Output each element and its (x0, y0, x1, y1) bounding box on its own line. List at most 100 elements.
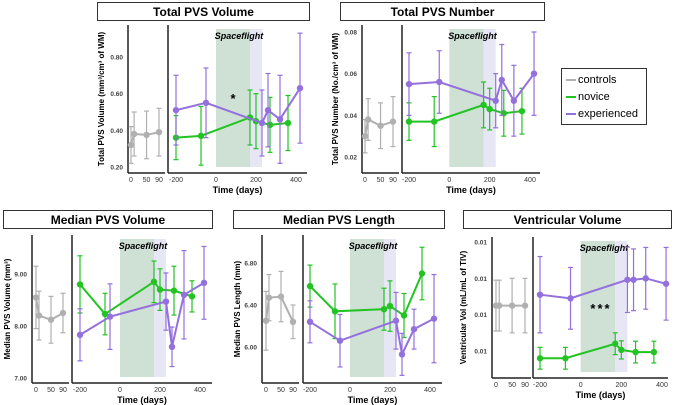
x-tick-label: -200 (533, 382, 547, 389)
y-axis-title: Total PVS Number (No./cm³ of WM) (331, 33, 340, 166)
novice-point (431, 118, 438, 125)
experienced-point (296, 84, 304, 92)
experienced-line (175, 87, 301, 125)
panel-title-ventricular-volume: Ventricular Volume (463, 210, 672, 229)
post-flight-band (615, 241, 628, 372)
control-x-tick-label: 90 (389, 177, 397, 184)
legend-item-experienced: experienced (566, 107, 638, 121)
x-tick-label: 200 (154, 387, 166, 394)
experienced-point (498, 76, 505, 84)
experienced-point (106, 313, 114, 320)
legend-item-controls: controls (566, 73, 617, 87)
novice-point (480, 101, 487, 109)
spaceflight-label: Spaceflight (448, 31, 498, 41)
significance-marker: * (230, 91, 237, 106)
y-axis-title: Total PVS Volume (mm³/cm³ of WM) (97, 31, 106, 166)
novice-point (380, 306, 388, 313)
experienced-point (200, 279, 208, 287)
legend-item-novice: novice (566, 90, 610, 104)
experienced-line (79, 281, 205, 348)
x-tick-label: -200 (303, 387, 317, 394)
novice-point (386, 302, 394, 310)
experienced-point (306, 318, 314, 325)
y-tick-label: 6.80 (244, 261, 257, 268)
y-tick-label: 0.01 (474, 312, 487, 319)
experienced-point (410, 325, 418, 333)
controls-point (508, 302, 516, 309)
control-x-tick-label: 90 (289, 387, 297, 394)
experienced-point (202, 99, 210, 107)
panel-title-total-pvs-volume: Total PVS Volume (97, 2, 310, 21)
legend-swatch-controls (566, 79, 576, 81)
x-tick-label: 0 (214, 177, 218, 184)
y-tick-label: 9.00 (14, 272, 27, 279)
controls-point (35, 312, 43, 319)
controls-point (59, 309, 67, 317)
experienced-point (76, 331, 84, 339)
novice-point (150, 278, 158, 285)
x-tick-label: 400 (656, 382, 668, 389)
experienced-point (264, 106, 272, 114)
spaceflight-band (350, 239, 384, 377)
x-tick-label: -200 (402, 177, 416, 184)
novice-point (518, 107, 526, 115)
control-x-tick-label: 90 (521, 382, 529, 389)
controls-point (389, 118, 397, 125)
novice-point (156, 286, 164, 293)
novice-point (632, 348, 639, 356)
y-tick-label: 6.40 (244, 303, 257, 310)
experienced-point (624, 276, 631, 283)
novice-point (400, 312, 408, 319)
controls-point (265, 294, 273, 301)
x-tick-label: 200 (384, 387, 396, 394)
y-tick-label: 8.00 (14, 324, 27, 331)
controls-point (277, 293, 285, 300)
x-axis-title: Time (days) (348, 395, 398, 405)
y-tick-label: 0.01 (474, 276, 487, 283)
experienced-point (392, 317, 400, 324)
novice-point (101, 310, 109, 318)
control-x-tick-label: 50 (377, 177, 385, 184)
experienced-point (530, 70, 538, 77)
novice-line (309, 273, 423, 318)
novice-point (284, 119, 292, 127)
controls-point (364, 116, 372, 123)
controls-point (47, 316, 55, 323)
control-x-tick-label: 50 (277, 387, 285, 394)
y-axis-title: Median PVS Volume (mm³) (3, 258, 12, 359)
spaceflight-label: Spaceflight (580, 243, 630, 253)
controls-point (289, 318, 297, 325)
spaceflight-band (216, 29, 250, 167)
novice-point (197, 132, 205, 140)
controls-point (377, 122, 384, 129)
spaceflight-label: Spaceflight (215, 31, 265, 41)
novice-point (170, 287, 178, 294)
x-tick-label: 0 (348, 387, 352, 394)
x-axis-title: Time (days) (213, 185, 263, 195)
experienced-point (398, 351, 406, 358)
novice-point (418, 270, 426, 277)
panel-title-total-pvs-number: Total PVS Number (340, 2, 545, 21)
legend-swatch-experienced (566, 113, 576, 115)
novice-point (306, 282, 314, 290)
controls-point (155, 128, 163, 136)
control-x-tick-label: 50 (47, 387, 55, 394)
novice-point (486, 105, 493, 113)
controls-point (521, 302, 529, 309)
controls-point (32, 294, 40, 301)
spaceflight-band (449, 29, 484, 167)
y-tick-label: 0.60 (110, 91, 123, 98)
novice-point (536, 355, 544, 362)
control-x-tick-label: 50 (143, 177, 151, 184)
controls-point (127, 141, 135, 149)
control-x-tick-label: 0 (264, 387, 268, 394)
experienced-point (168, 343, 176, 350)
experienced-point (630, 276, 637, 283)
controls-point (130, 130, 138, 138)
experienced-point (258, 119, 266, 127)
x-tick-label: 200 (484, 177, 496, 184)
control-x-tick-label: 50 (508, 382, 516, 389)
spaceflight-label: Spaceflight (349, 241, 399, 251)
experienced-point (172, 106, 180, 114)
